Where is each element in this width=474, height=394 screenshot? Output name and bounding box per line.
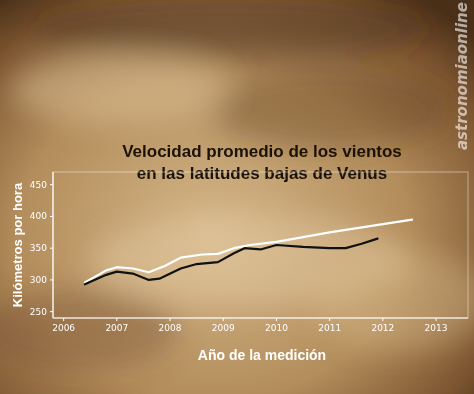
y-tick-label: 300 [30, 275, 47, 285]
x-tick-label: 2011 [318, 323, 341, 333]
y-tick [50, 184, 53, 185]
x-tick [382, 318, 383, 321]
y-axis-label: Kilómetros por hora [10, 182, 25, 307]
x-tick-label: 2006 [52, 323, 75, 333]
y-tick-label: 450 [30, 180, 47, 190]
x-tick [116, 318, 117, 321]
clouds [0, 0, 474, 370]
y-axis [52, 172, 53, 318]
x-tick-label: 2008 [159, 323, 182, 333]
x-axis [53, 317, 468, 318]
x-tick-label: 2009 [212, 323, 235, 333]
y-tick [50, 279, 53, 280]
x-tick [223, 318, 224, 321]
x-tick [170, 318, 171, 321]
x-tick-label: 2013 [425, 323, 448, 333]
y-tick-label: 350 [30, 243, 47, 253]
x-tick-label: 2010 [265, 323, 288, 333]
x-tick [63, 318, 64, 321]
plot-frame [53, 172, 468, 318]
title: Velocidad promedio de los vientos en las … [122, 142, 402, 183]
chart: Velocidad promedio de los vientos en las … [0, 0, 474, 394]
y-tick-label: 250 [30, 307, 47, 317]
x-tick-label: 2007 [105, 323, 128, 333]
watermark: astronomiaonline [453, 2, 471, 150]
x-tick-label: 2012 [371, 323, 394, 333]
x-axis-label: Año de la medición [198, 347, 326, 363]
plot-area [85, 220, 412, 285]
y-tick-label: 400 [30, 211, 47, 221]
x-tick [276, 318, 277, 321]
y-tick [50, 311, 53, 312]
title-line: en las latitudes bajas de Venus [137, 164, 387, 183]
x-tick [436, 318, 437, 321]
series-line [85, 239, 378, 285]
x-tick [329, 318, 330, 321]
y-tick [50, 248, 53, 249]
y-tick [50, 216, 53, 217]
title-line: Velocidad promedio de los vientos [122, 142, 402, 161]
